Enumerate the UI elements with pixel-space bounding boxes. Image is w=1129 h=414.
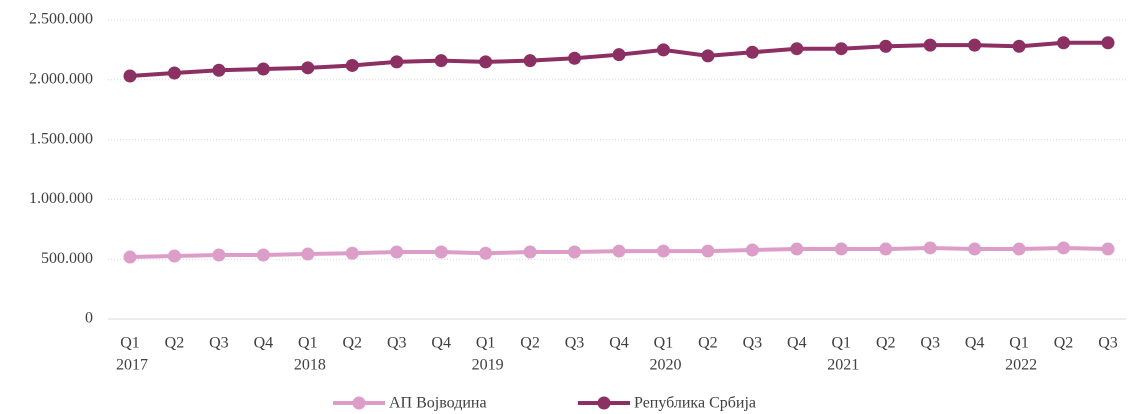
x-tick-label: Q3 [743, 335, 763, 352]
data-point [923, 241, 937, 255]
data-point [745, 243, 759, 257]
data-point [568, 51, 582, 65]
legend-label: АП Војводина [389, 395, 487, 412]
x-tick-label: Q4 [965, 335, 985, 352]
data-point [390, 55, 404, 69]
data-point [834, 242, 848, 256]
y-tick-label: 1.000.000 [29, 190, 93, 207]
x-tick-label: Q1 [831, 335, 851, 352]
data-point [256, 248, 270, 262]
x-tick-label: Q1 [654, 335, 674, 352]
data-point [212, 248, 226, 262]
data-point [968, 38, 982, 52]
data-point [1101, 242, 1115, 256]
y-tick-label: 0 [85, 310, 93, 327]
data-point [1012, 39, 1026, 53]
x-tick-label: Q4 [609, 335, 629, 352]
x-tick-label: Q2 [698, 335, 718, 352]
y-tick-label: 2.000.000 [29, 70, 93, 87]
data-point [167, 249, 181, 263]
data-point [1012, 242, 1026, 256]
x-group-label: 2017 [116, 357, 148, 374]
y-tick-label: 1.500.000 [29, 130, 93, 147]
data-point [968, 242, 982, 256]
data-point [345, 58, 359, 72]
data-point [523, 245, 537, 259]
data-point [612, 48, 626, 62]
data-point [701, 244, 715, 258]
data-point [879, 242, 893, 256]
data-point [301, 247, 315, 261]
data-point [745, 45, 759, 59]
data-point [479, 246, 493, 260]
data-point [434, 54, 448, 68]
data-point [167, 66, 181, 80]
data-point [434, 245, 448, 259]
x-group-label: 2019 [472, 357, 504, 374]
x-tick-label: Q1 [476, 335, 496, 352]
x-tick-label: Q2 [520, 335, 540, 352]
x-tick-label: Q1 [298, 335, 318, 352]
legend-marker [597, 396, 611, 410]
data-point [256, 62, 270, 76]
x-tick-label: Q2 [876, 335, 896, 352]
x-group-label: 2018 [294, 357, 326, 374]
data-point [568, 245, 582, 259]
data-point [879, 39, 893, 53]
y-tick-label: 2.500.000 [29, 11, 93, 28]
data-point [390, 245, 404, 259]
x-tick-label: Q3 [387, 335, 407, 352]
x-tick-label: Q2 [342, 335, 362, 352]
x-group-label: 2021 [827, 357, 859, 374]
data-point [301, 61, 315, 75]
legend-label: Република Србија [634, 395, 756, 412]
x-tick-label: Q3 [1098, 335, 1118, 352]
data-point [656, 43, 670, 57]
x-tick-label: Q1 [1009, 335, 1029, 352]
data-point [123, 250, 137, 264]
data-point [1057, 241, 1071, 255]
data-point [790, 242, 804, 256]
data-point [790, 42, 804, 56]
data-point [212, 63, 226, 77]
data-point [479, 55, 493, 69]
data-point [834, 42, 848, 56]
data-point [656, 244, 670, 258]
data-point [923, 38, 937, 52]
data-point [1057, 36, 1071, 50]
x-tick-label: Q4 [431, 335, 451, 352]
data-point [1101, 36, 1115, 50]
x-tick-label: Q3 [565, 335, 585, 352]
legend-marker [352, 396, 366, 410]
x-tick-label: Q4 [787, 335, 807, 352]
x-group-label: 2022 [1005, 357, 1037, 374]
x-tick-label: Q3 [209, 335, 229, 352]
x-group-label: 2020 [649, 357, 681, 374]
data-point [345, 246, 359, 260]
x-tick-label: Q3 [920, 335, 940, 352]
x-tick-label: Q2 [1054, 335, 1074, 352]
x-tick-label: Q4 [254, 335, 274, 352]
data-point [123, 69, 137, 83]
y-tick-label: 500.000 [41, 250, 93, 267]
x-tick-label: Q2 [165, 335, 185, 352]
data-point [701, 49, 715, 63]
x-tick-label: Q1 [120, 335, 140, 352]
data-point [612, 244, 626, 258]
data-point [523, 54, 537, 68]
